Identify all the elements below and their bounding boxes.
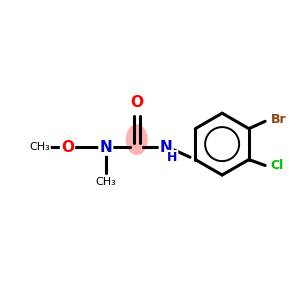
Text: Cl: Cl bbox=[270, 159, 284, 172]
Text: O: O bbox=[130, 95, 143, 110]
Text: CH₃: CH₃ bbox=[95, 177, 116, 188]
Text: O: O bbox=[61, 140, 74, 154]
Text: H: H bbox=[167, 151, 177, 164]
Text: Br: Br bbox=[271, 113, 286, 126]
Ellipse shape bbox=[126, 124, 148, 155]
Text: N: N bbox=[100, 140, 112, 154]
Text: N: N bbox=[160, 140, 172, 154]
Text: CH₃: CH₃ bbox=[29, 142, 50, 152]
